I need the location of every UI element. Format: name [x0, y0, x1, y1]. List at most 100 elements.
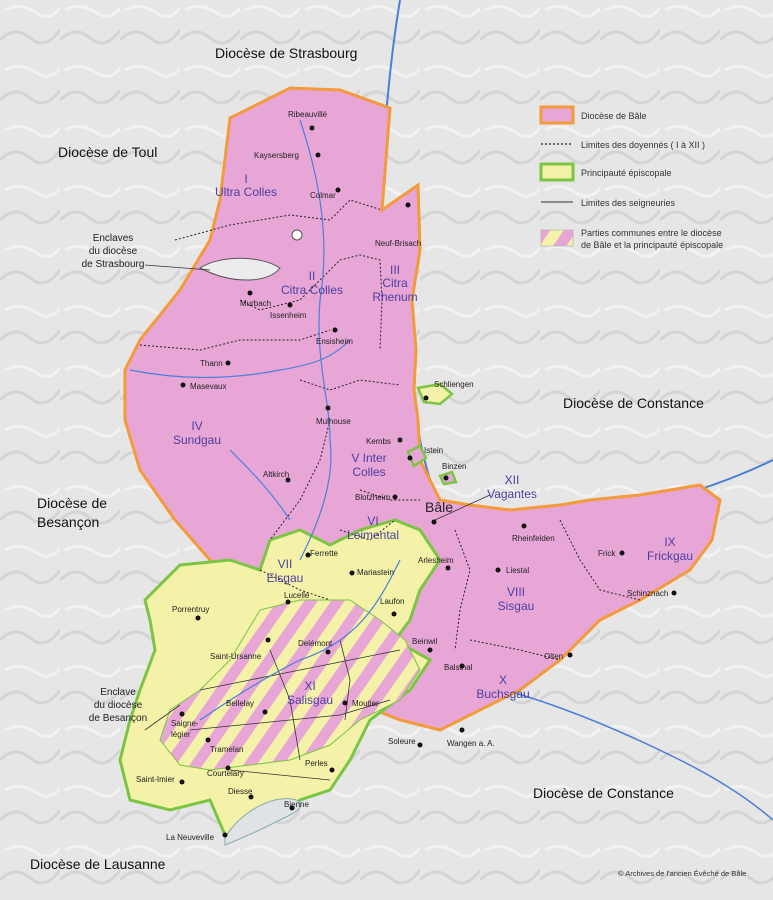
town-label: Courtelary [207, 769, 244, 778]
town-label: Istein [424, 446, 443, 455]
istein-exclave [406, 444, 428, 468]
town-label: Kembs [366, 437, 391, 446]
label-diocese-strasbourg: Diocèse de Strasbourg [215, 45, 357, 61]
label-diocese-constance-north: Diocèse de Constance [563, 395, 704, 411]
principality-swatch-icon [539, 162, 575, 182]
deanery-labels: I Ultra Colles II Citra Colles III Citra… [173, 172, 693, 707]
town-label: Bellelay [226, 699, 254, 708]
deanery-1-num: I [244, 172, 247, 186]
legend-label-shared-2: de Bâle et la principauté épiscopale [581, 240, 723, 250]
deanery-7-name: Elsgau [267, 571, 304, 585]
town-label: Schinznach [627, 589, 668, 598]
town-label: Masevaux [190, 382, 226, 391]
town-label: Lucelle [284, 591, 310, 600]
town-label: légier [171, 730, 191, 739]
town-label: Kaysersberg [254, 151, 299, 160]
deanery-1-name: Ultra Colles [215, 185, 277, 199]
label-diocese-besancon-2: Besançon [37, 514, 99, 530]
town-label: Delémont [298, 639, 333, 648]
shared-striped-area [159, 599, 421, 771]
label-diocese-lausanne: Diocèse de Lausanne [30, 856, 166, 872]
deanery-11-num: XI [304, 679, 315, 693]
town-label: Binzen [442, 462, 466, 471]
enclave-besancon-3: de Besançon [89, 713, 147, 724]
town-label: Mulhouse [316, 417, 351, 426]
deanery-4-name: Sundgau [173, 433, 221, 447]
deanery-2-name: Citra Colles [281, 283, 343, 297]
deanery-3-name: Citra [382, 276, 408, 290]
town-label: Rheinfelden [512, 534, 555, 543]
deanery-3-name2: Rhenum [372, 290, 417, 304]
town-label: Balsthal [444, 663, 473, 672]
deanery-boundaries [139, 199, 641, 661]
town-label: Beinwil [412, 637, 438, 646]
enclave-labels: Enclaves du diocèse de Strasbourg Enclav… [82, 233, 148, 724]
town-label-bale: Bâle [425, 499, 453, 515]
town-label: Ribeauvillé [288, 110, 328, 119]
diocese-labels: Diocèse de Strasbourg Diocèse de Toul Di… [30, 45, 704, 872]
credit-text: © Archives de l'ancien Évêché de Bâle [618, 869, 746, 878]
legend-label-seigneuries: Limites des seigneuries [581, 198, 676, 208]
deanery-2-num: II [309, 269, 316, 283]
town-markers [179, 125, 677, 838]
deanery-9-name: Frickgau [647, 549, 693, 563]
deanery-7-num: VII [278, 557, 293, 571]
deanery-5-num: V Inter [351, 451, 386, 465]
besancon-enclave-callout [144, 704, 181, 731]
deanery-6-num: VI [367, 514, 378, 528]
town-label: Schliengen [434, 380, 474, 389]
town-label: Soleure [388, 737, 416, 746]
town-label: Saigne- [171, 719, 199, 728]
strasbourg-enclave-point [291, 229, 303, 241]
town-label: Saint-Ursanne [210, 652, 262, 661]
lake-biel [224, 798, 302, 846]
deanery-10-name: Buchsgau [476, 687, 529, 701]
town-label: Issenheim [270, 311, 307, 320]
deanery-8-num: VIII [507, 585, 525, 599]
deanery-11-name: Salisgau [287, 693, 333, 707]
town-label: Laufon [380, 597, 404, 606]
town-label: Frick [598, 549, 616, 558]
town-label: Liestal [506, 566, 529, 575]
town-label: Saint-Imier [136, 775, 175, 784]
deanery-4-num: IV [191, 419, 202, 433]
deanery-9-num: IX [664, 535, 675, 549]
deanery-12-num: XII [505, 473, 520, 487]
town-label: Ensisheim [316, 337, 353, 346]
enclave-strasbourg-1: Enclaves [93, 233, 134, 244]
town-label: Arlesheim [418, 556, 454, 565]
town-label: Colmar [310, 191, 336, 200]
town-label: Perles [305, 759, 328, 768]
town-labels: Ribeauvillé Kaysersberg Colmar Neuf-Bris… [136, 110, 668, 842]
town-label: Moutier [352, 699, 379, 708]
town-label: Murbach [240, 299, 271, 308]
legend-label-principality: Principauté épiscopale [581, 168, 672, 178]
town-label: La Neuveville [166, 833, 215, 842]
strasbourg-enclave-callout [144, 264, 211, 271]
deanery-3-num: III [390, 263, 400, 277]
enclave-strasbourg-3: de Strasbourg [82, 259, 145, 270]
town-label: Tramelan [210, 745, 244, 754]
deanery-5-name: Colles [352, 465, 385, 479]
label-diocese-constance-south: Diocèse de Constance [533, 785, 674, 801]
vagantes-callout [434, 494, 491, 521]
town-label: Neuf-Brisach [375, 239, 421, 248]
town-label: Porrentruy [172, 605, 209, 614]
deanery-10-num: X [499, 673, 507, 687]
label-diocese-besancon-1: Diocèse de [37, 495, 107, 511]
diocese-swatch-icon [539, 105, 575, 125]
town-label: Olten [544, 652, 563, 661]
town-label: Mariastein [357, 568, 394, 577]
rivers [129, 119, 401, 721]
town-label: Ferrette [310, 549, 339, 558]
deanery-8-name: Sisgau [498, 599, 535, 613]
deanery-12-name: Vagantes [487, 487, 537, 501]
label-diocese-toul: Diocèse de Toul [58, 144, 157, 160]
legend: Diocèse de Bâle Limites des doyennés ( I… [581, 111, 723, 250]
enclave-besancon-2: du diocèse [94, 700, 143, 711]
enclave-strasbourg-2: du diocèse [89, 246, 138, 257]
town-label: Altkirch [263, 470, 289, 479]
strasbourg-enclave-area [199, 257, 281, 281]
enclave-besancon-1: Enclave [100, 687, 136, 698]
